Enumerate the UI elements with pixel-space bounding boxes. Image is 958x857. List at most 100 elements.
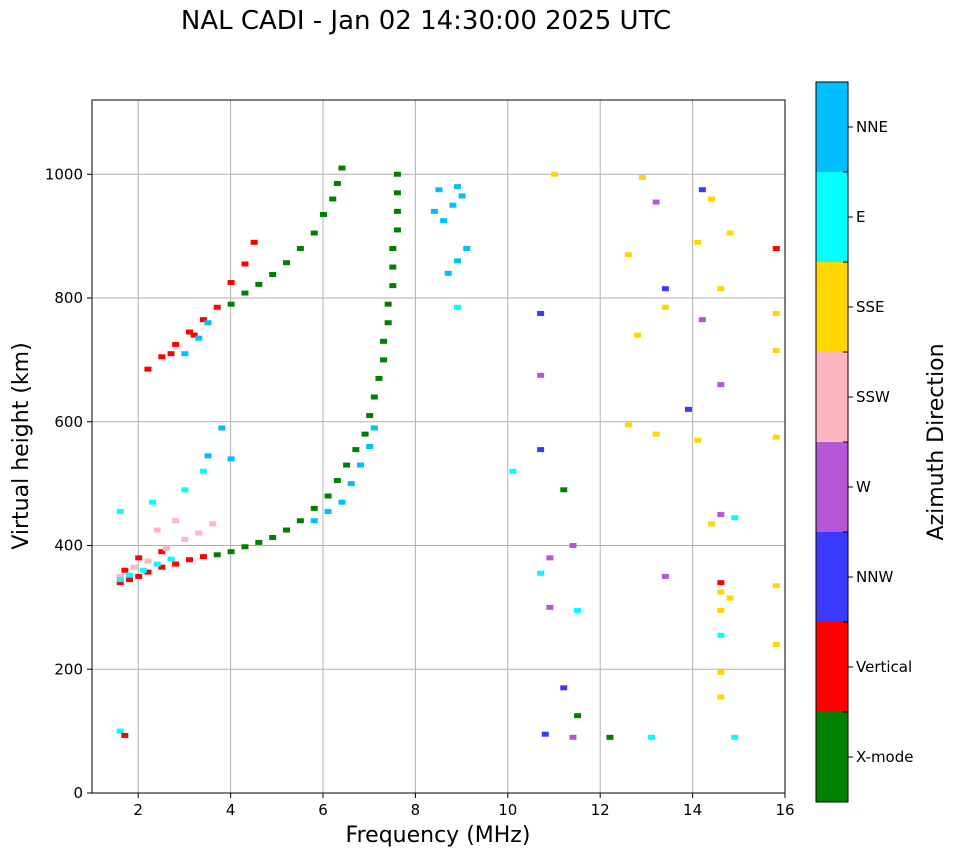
data-point: [772, 246, 780, 251]
x-tick-label: 10: [498, 801, 517, 819]
data-point: [361, 431, 369, 437]
axis-ticks: 2 4 6 8 10 12 14 16 0 200 400 600 800 1000: [45, 165, 795, 819]
data-point: [370, 425, 378, 431]
data-point: [569, 734, 577, 740]
data-point: [181, 536, 189, 542]
data-point: [546, 604, 554, 610]
data-point: [717, 669, 725, 675]
data-point: [250, 239, 258, 245]
x-tick-label: 14: [683, 801, 702, 819]
data-point: [634, 332, 642, 338]
y-tick-label: 0: [73, 784, 83, 802]
data-point: [121, 732, 129, 738]
data-point: [440, 218, 448, 224]
chart-title: NAL CADI - Jan 02 14:30:00 2025 UTC: [180, 6, 672, 36]
data-point: [624, 252, 632, 258]
data-point: [199, 317, 207, 323]
data-point: [172, 518, 180, 524]
data-point: [541, 731, 549, 737]
y-tick-label: 1000: [45, 165, 83, 183]
data-point: [393, 190, 401, 196]
data-point: [389, 264, 397, 270]
data-point: [772, 642, 780, 647]
data-point: [453, 184, 461, 190]
data-point: [384, 301, 392, 307]
data-point: [393, 227, 401, 233]
data-point: [453, 304, 461, 310]
data-point: [283, 260, 291, 266]
data-point: [333, 478, 341, 484]
data-point: [255, 539, 263, 545]
data-point: [269, 534, 277, 540]
data-point: [772, 348, 780, 354]
data-point: [116, 508, 124, 514]
data-point: [158, 549, 166, 555]
data-point: [772, 434, 780, 440]
data-point: [694, 239, 702, 245]
data-point: [560, 487, 568, 493]
data-point: [320, 211, 327, 217]
data-point: [449, 202, 457, 208]
colorbar-label: Azimuth Direction: [924, 343, 949, 540]
data-point: [167, 351, 175, 357]
data-point: [172, 341, 180, 347]
data-point: [356, 462, 364, 468]
data-point: [343, 462, 351, 468]
data-point: [130, 564, 138, 570]
data-point: [227, 280, 235, 286]
data-point: [393, 171, 401, 177]
colorbar-segment: [816, 622, 848, 712]
data-point: [186, 329, 194, 335]
colorbar-tick-label: W: [856, 478, 871, 496]
data-point: [213, 304, 221, 310]
data-point: [574, 713, 582, 719]
data-point: [204, 453, 212, 459]
data-point: [731, 515, 739, 521]
data-point: [537, 447, 545, 453]
colorbar-tick-label: NNE: [856, 118, 888, 136]
colorbar-segment: [816, 82, 848, 172]
data-point: [199, 554, 207, 560]
data-point: [181, 351, 189, 357]
colorbar-tick-label: E: [856, 208, 865, 226]
data-point: [661, 573, 669, 579]
colorbar-segment: [816, 352, 848, 442]
data-point: [708, 196, 716, 202]
data-point: [698, 187, 706, 193]
data-point: [717, 580, 725, 586]
data-point: [135, 573, 143, 579]
data-point: [551, 171, 558, 177]
data-point: [181, 487, 189, 493]
x-axis-label: Frequency (MHz): [346, 823, 531, 848]
colorbar-segment: [816, 262, 848, 352]
data-point: [167, 556, 175, 562]
data-point: [717, 589, 725, 595]
data-point: [338, 499, 346, 505]
data-point: [227, 301, 235, 307]
data-point: [537, 310, 545, 316]
data-point: [195, 335, 203, 341]
data-points: [116, 165, 780, 740]
data-point: [384, 320, 392, 326]
data-point: [393, 208, 401, 214]
data-point: [241, 261, 249, 267]
data-point: [444, 270, 452, 276]
data-point: [726, 230, 734, 236]
data-point: [453, 258, 461, 264]
data-point: [652, 199, 660, 205]
data-point: [324, 493, 332, 499]
data-point: [296, 246, 304, 251]
data-point: [717, 694, 725, 700]
data-point: [116, 577, 124, 583]
colorbar-tick-label: NNW: [856, 568, 893, 586]
data-point: [255, 281, 263, 287]
data-point: [153, 561, 161, 567]
data-point: [624, 422, 632, 428]
data-point: [296, 518, 304, 524]
colorbar-segment: [816, 442, 848, 532]
data-point: [269, 271, 277, 277]
data-point: [661, 304, 669, 310]
data-point: [772, 583, 780, 589]
data-point: [684, 406, 692, 412]
